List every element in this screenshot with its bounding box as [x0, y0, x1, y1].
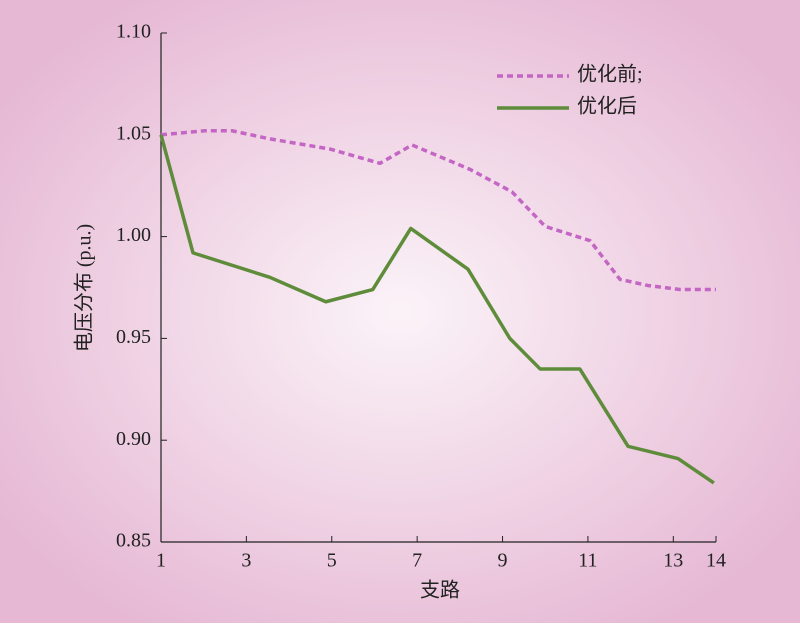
legend-label: 优化前; — [577, 63, 643, 86]
x-axis-label: 支路 — [420, 579, 460, 602]
y-tick-label: 0.85 — [116, 530, 151, 552]
x-tick-label: 14 — [706, 550, 726, 572]
x-tick-label: 3 — [241, 550, 251, 572]
y-tick-label: 1.00 — [116, 224, 151, 246]
x-tick-label: 9 — [498, 550, 508, 572]
y-axis-label: 电压分布 (p.u.) — [73, 224, 96, 352]
y-tick-label: 0.90 — [116, 428, 151, 450]
x-tick-label: 11 — [578, 550, 597, 572]
x-tick-label: 7 — [412, 550, 422, 572]
legend-label: 优化后 — [577, 95, 637, 118]
x-tick-label: 5 — [327, 550, 337, 572]
x-tick-label: 13 — [663, 550, 683, 572]
x-tick-label: 1 — [156, 550, 166, 572]
y-tick-label: 1.05 — [116, 122, 151, 144]
line-series — [159, 134, 715, 485]
line-series — [160, 128, 716, 292]
y-tick-label: 1.10 — [116, 21, 151, 43]
y-tick-label: 0.95 — [116, 326, 151, 348]
